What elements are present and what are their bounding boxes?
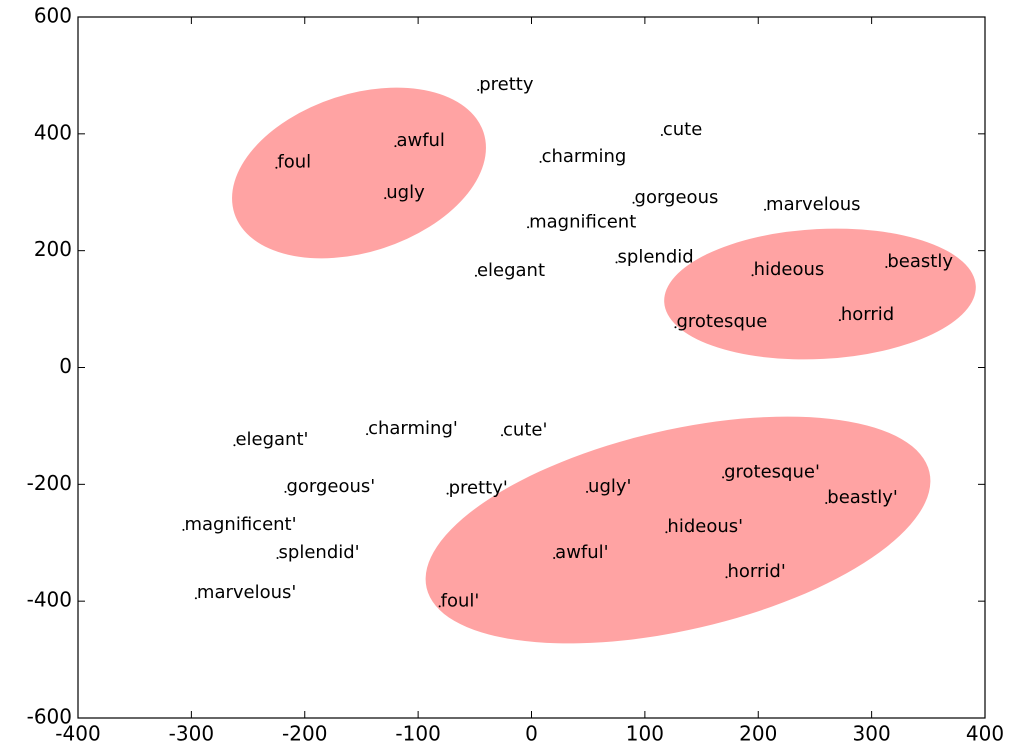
point-label: charming' (368, 418, 458, 439)
point (751, 274, 754, 277)
x-tick-label: 100 (626, 722, 664, 746)
point (825, 502, 828, 505)
point-label: ugly (386, 182, 425, 203)
point (539, 160, 542, 163)
point (276, 556, 279, 559)
point-label: marvelous (766, 194, 861, 215)
point-label: beastly (887, 251, 953, 272)
point (722, 476, 725, 479)
point (501, 434, 504, 437)
point (233, 444, 236, 447)
point (838, 319, 841, 322)
point (275, 166, 278, 169)
y-tick-label: 200 (34, 237, 72, 261)
point-label: awful' (555, 542, 608, 563)
point-label: splendid (618, 246, 694, 267)
point (586, 490, 589, 493)
point-label: gorgeous' (286, 476, 375, 497)
highlight-ellipse (664, 228, 976, 360)
point-label: charming (542, 146, 627, 167)
point-label: marvelous' (197, 582, 296, 603)
point-label: hideous (754, 259, 825, 280)
x-tick-label: 300 (853, 722, 891, 746)
x-tick-label: 400 (966, 722, 1004, 746)
highlights (232, 87, 976, 644)
point-label: beastly' (827, 487, 898, 508)
y-tick-label: -200 (27, 471, 72, 495)
point-label: magnificent' (184, 514, 296, 535)
point (394, 145, 397, 148)
point (674, 326, 677, 329)
point-label: foul (277, 152, 311, 173)
point-label: magnificent (529, 211, 636, 232)
point (438, 605, 441, 608)
x-tick-label: 200 (739, 722, 777, 746)
point (553, 556, 556, 559)
point-label: ugly' (588, 476, 631, 497)
point-label: hideous' (667, 516, 743, 537)
y-tick-label: -600 (27, 705, 72, 729)
point-label: elegant' (235, 429, 308, 450)
point-label: horrid' (728, 561, 786, 582)
point-label: cute' (503, 419, 547, 440)
y-tick-label: 400 (34, 120, 72, 144)
point-label: splendid' (279, 542, 360, 563)
x-tick-label: -300 (169, 722, 214, 746)
point (632, 201, 635, 204)
point-label: pretty (479, 74, 534, 95)
point (660, 134, 663, 137)
x-tick-label: -200 (282, 722, 327, 746)
point (885, 266, 888, 269)
point-label: cute (663, 119, 702, 140)
point (764, 208, 767, 211)
y-tick-label: 0 (59, 354, 72, 378)
point-label: elegant (477, 260, 545, 281)
y-tick-label: -400 (27, 588, 72, 612)
point (477, 89, 480, 92)
point (665, 531, 668, 534)
highlight-ellipse (232, 87, 486, 259)
point-label: awful (396, 130, 445, 151)
y-tick-label: 600 (34, 4, 72, 28)
point (384, 197, 387, 200)
point-label: pretty' (449, 478, 508, 499)
x-tick-label: -400 (55, 722, 100, 746)
point (284, 490, 287, 493)
point-label: horrid (841, 304, 894, 325)
x-tick-label: -100 (395, 722, 440, 746)
point-label: gorgeous (635, 187, 719, 208)
point (446, 492, 449, 495)
x-tick-label: 0 (525, 722, 538, 746)
point (182, 528, 185, 531)
point (474, 274, 477, 277)
point (615, 261, 618, 264)
highlight-ellipse (425, 416, 931, 644)
point (194, 597, 197, 600)
point (725, 576, 728, 579)
point-label: grotesque (676, 311, 767, 332)
point (366, 433, 369, 436)
point-label: foul' (441, 590, 480, 611)
point-label: grotesque' (724, 461, 820, 482)
point (527, 226, 530, 229)
